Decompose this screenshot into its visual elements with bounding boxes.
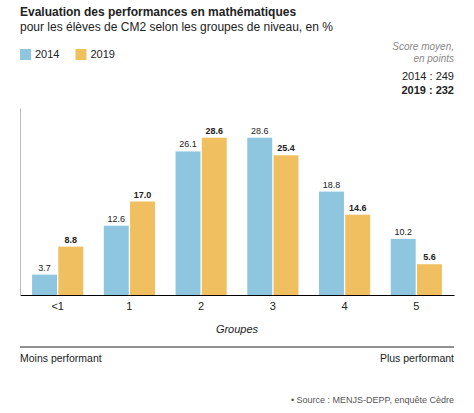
x-tick-label: 1 — [126, 300, 132, 312]
bar — [104, 226, 129, 295]
x-tick: 1 — [126, 295, 132, 312]
data-label: 5.6 — [423, 252, 436, 262]
x-tick-label: 3 — [270, 300, 276, 312]
x-tick-label: <1 — [51, 300, 64, 312]
bar — [319, 192, 344, 295]
x-axis: <1 1 2 3 4 5 — [21, 295, 455, 312]
data-label: 25.4 — [277, 143, 295, 153]
legend-label: 2019 — [90, 48, 114, 60]
legend-label: 2014 — [35, 48, 59, 60]
x-tick: <1 — [51, 295, 64, 312]
data-label: 10.2 — [394, 227, 412, 237]
x-tick: 3 — [270, 295, 276, 312]
legend-swatch — [75, 49, 86, 60]
bar-series — [32, 138, 416, 295]
more-performant: Plus performant — [380, 352, 454, 364]
data-label: 18.8 — [323, 180, 341, 190]
data-label: 28.6 — [251, 126, 269, 136]
score-2014: 2014 : 249 — [402, 70, 454, 82]
legend-swatch — [20, 49, 31, 60]
score-label-line: en points — [413, 53, 454, 64]
x-tick-label: 5 — [413, 300, 419, 312]
x-axis-title: Groupes — [216, 323, 259, 335]
plot-area: <1 1 2 3 4 5 3.7 12.6 26.1 28.6 18.8 10.2 8.8 17.0 28.… — [21, 109, 455, 312]
data-label: 12.6 — [108, 214, 126, 224]
data-label: 3.7 — [38, 263, 51, 273]
score-label: Score moyen,en points — [392, 41, 454, 64]
score-label-line: Score moyen, — [392, 41, 454, 52]
bar — [202, 138, 227, 295]
legend-item: 2019 — [75, 48, 114, 60]
legend-item: 2014 — [20, 48, 59, 60]
data-label: 26.1 — [179, 139, 197, 149]
x-tick-label: 2 — [198, 300, 204, 312]
bar — [176, 151, 201, 295]
x-tick: 2 — [198, 295, 204, 312]
x-axis-line — [21, 295, 455, 296]
bar — [130, 202, 155, 296]
less-performant: Moins performant — [20, 352, 102, 364]
title-line: pour les élèves de CM2 selon les groupes… — [20, 20, 333, 34]
x-tick-label: 4 — [342, 300, 348, 312]
bars — [32, 138, 442, 295]
bar — [391, 239, 416, 295]
data-label: 14.6 — [349, 203, 367, 213]
x-tick: 5 — [413, 295, 419, 312]
legend: 2014 2019 — [20, 48, 115, 60]
y-axis — [20, 109, 21, 296]
chart-container: Evaluation des performances en mathémati… — [0, 0, 474, 413]
data-labels: 3.7 12.6 26.1 28.6 18.8 10.2 8.8 17.0 28.6 25.4 14… — [38, 126, 435, 273]
bar — [274, 155, 299, 295]
title: Evaluation des performances en mathémati… — [20, 5, 333, 34]
score-2019: 2019 : 232 — [401, 84, 454, 96]
title-line: Evaluation des performances en mathémati… — [20, 5, 296, 19]
x-tick: 4 — [342, 295, 348, 312]
bar — [417, 264, 442, 295]
bar — [345, 215, 370, 295]
bar-series — [58, 138, 442, 295]
data-label: 17.0 — [134, 190, 152, 200]
bar — [58, 247, 83, 295]
y-axis-line — [20, 109, 21, 296]
bar — [247, 138, 272, 295]
data-label: 28.6 — [205, 126, 223, 136]
chart-svg: Evaluation des performances en mathémati… — [0, 0, 474, 413]
data-label: 8.8 — [65, 235, 78, 245]
source: • Source : MENJS-DEPP, enquête Cèdre — [291, 395, 454, 405]
bar — [32, 275, 57, 295]
performance-rule — [20, 347, 454, 348]
